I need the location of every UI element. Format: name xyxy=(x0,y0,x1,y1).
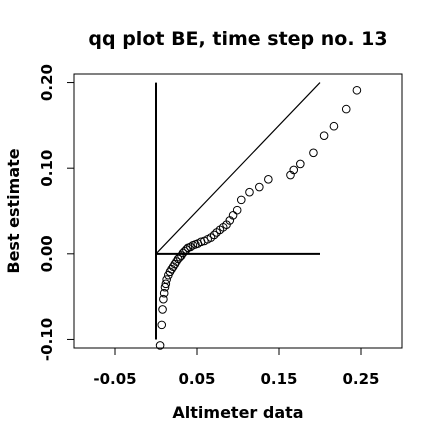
y-tick-label: -0.10 xyxy=(38,318,56,361)
data-point xyxy=(236,195,246,205)
data-point xyxy=(232,205,242,215)
chart-title: qq plot BE, time step no. 13 xyxy=(88,28,387,50)
data-point xyxy=(177,251,186,260)
x-axis-label: Altimeter data xyxy=(172,403,303,422)
data-point xyxy=(157,320,167,330)
data-point xyxy=(159,288,169,298)
y-tick-label: 0.10 xyxy=(38,150,56,187)
data-point xyxy=(296,159,305,169)
data-point xyxy=(161,279,171,289)
data-point xyxy=(209,230,219,240)
x-tick-label: 0.05 xyxy=(178,370,215,388)
reference-line-identity xyxy=(155,82,321,255)
data-point xyxy=(155,341,165,350)
data-point xyxy=(158,305,167,314)
data-points xyxy=(155,85,362,350)
x-tick-label: -0.05 xyxy=(93,370,136,388)
data-point xyxy=(245,187,254,197)
data-point xyxy=(309,148,318,158)
data-point xyxy=(289,165,299,175)
data-point xyxy=(264,175,273,184)
x-tick-label: 0.15 xyxy=(260,370,297,388)
y-tick-label: 0.20 xyxy=(38,64,56,101)
data-point xyxy=(341,104,351,114)
y-tick-label: 0.00 xyxy=(38,235,56,272)
data-point xyxy=(162,275,171,284)
data-point xyxy=(172,257,181,266)
data-point xyxy=(228,210,238,220)
data-point xyxy=(186,242,195,252)
data-point xyxy=(175,252,185,262)
y-axis: -0.10 0.00 0.10 0.20 xyxy=(38,64,74,361)
data-point xyxy=(255,182,264,192)
data-point xyxy=(222,220,231,229)
reference-lines xyxy=(155,82,321,340)
x-axis: -0.05 0.05 0.15 0.25 xyxy=(93,348,380,388)
y-axis-label: Best estimate xyxy=(4,148,23,273)
data-point xyxy=(319,131,329,140)
plot-frame xyxy=(73,73,403,349)
x-tick-label: 0.25 xyxy=(342,370,379,388)
data-point xyxy=(159,294,168,304)
data-point xyxy=(329,121,339,131)
data-point xyxy=(352,85,362,95)
